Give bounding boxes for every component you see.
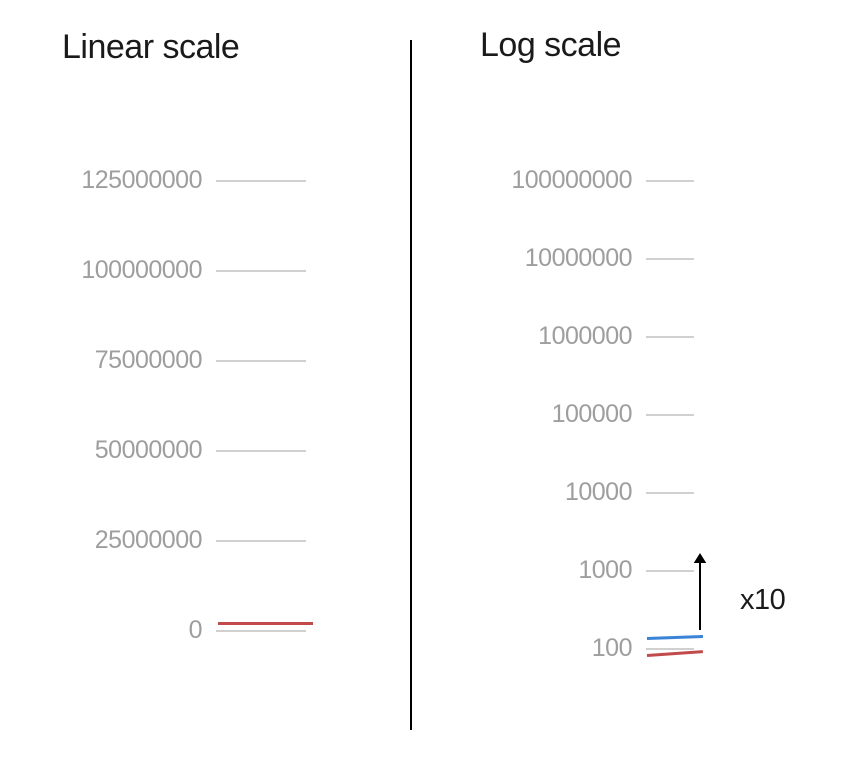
log-tick-row: 1000 — [410, 556, 846, 585]
linear-tick-mark — [216, 270, 306, 272]
log-tick-row: 100000000 — [410, 166, 846, 195]
linear-tick-row: 125000000 — [0, 166, 410, 195]
log-tick-label: 100 — [410, 634, 646, 663]
log-tick-row: 1000000 — [410, 322, 846, 351]
linear-data-line — [218, 622, 313, 625]
linear-tick-row: 100000000 — [0, 256, 410, 285]
linear-tick-row: 50000000 — [0, 436, 410, 465]
linear-tick-label: 75000000 — [0, 346, 216, 375]
log-tick-mark — [646, 336, 694, 338]
up-arrow-icon — [688, 553, 712, 630]
log-scale-panel: Log scale 100000000 10000000 1000000 100000… — [410, 0, 846, 762]
log-tick-mark — [646, 414, 694, 416]
linear-title: Linear scale — [62, 28, 239, 67]
linear-tick-label: 100000000 — [0, 256, 216, 285]
linear-tick-row: 0 — [0, 616, 410, 645]
log-title: Log scale — [480, 26, 621, 65]
linear-tick-row: 75000000 — [0, 346, 410, 375]
linear-tick-label: 125000000 — [0, 166, 216, 195]
log-tick-mark — [646, 258, 694, 260]
linear-tick-label: 50000000 — [0, 436, 216, 465]
linear-tick-mark — [216, 450, 306, 452]
x10-annotation: x10 — [740, 584, 785, 617]
container: Linear scale 125000000100000000750000005… — [0, 0, 846, 762]
log-tick-label: 10000 — [410, 478, 646, 507]
linear-scale-panel: Linear scale 125000000 100000000 75000000 5… — [0, 0, 410, 762]
log-tick-label: 100000 — [410, 400, 646, 429]
log-tick-mark — [646, 648, 694, 650]
linear-tick-label: 0 — [0, 616, 216, 645]
log-tick-mark — [646, 180, 694, 182]
log-tick-label: 100000000 — [410, 166, 646, 195]
log-tick-row: 100000 — [410, 400, 846, 429]
log-tick-row: 10000000 — [410, 244, 846, 273]
linear-tick-mark — [216, 180, 306, 182]
linear-tick-mark — [216, 630, 306, 632]
log-tick-mark — [646, 570, 694, 572]
linear-tick-row: 25000000 — [0, 526, 410, 555]
log-tick-mark — [646, 492, 694, 494]
log-tick-row: 10000 — [410, 478, 846, 507]
log-tick-label: 10000000 — [410, 244, 646, 273]
log-tick-label: 1000 — [410, 556, 646, 585]
linear-tick-mark — [216, 540, 306, 542]
log-tick-label: 1000000 — [410, 322, 646, 351]
linear-tick-label: 25000000 — [0, 526, 216, 555]
log-tick-row: 100 — [410, 634, 846, 663]
linear-tick-mark — [216, 360, 306, 362]
